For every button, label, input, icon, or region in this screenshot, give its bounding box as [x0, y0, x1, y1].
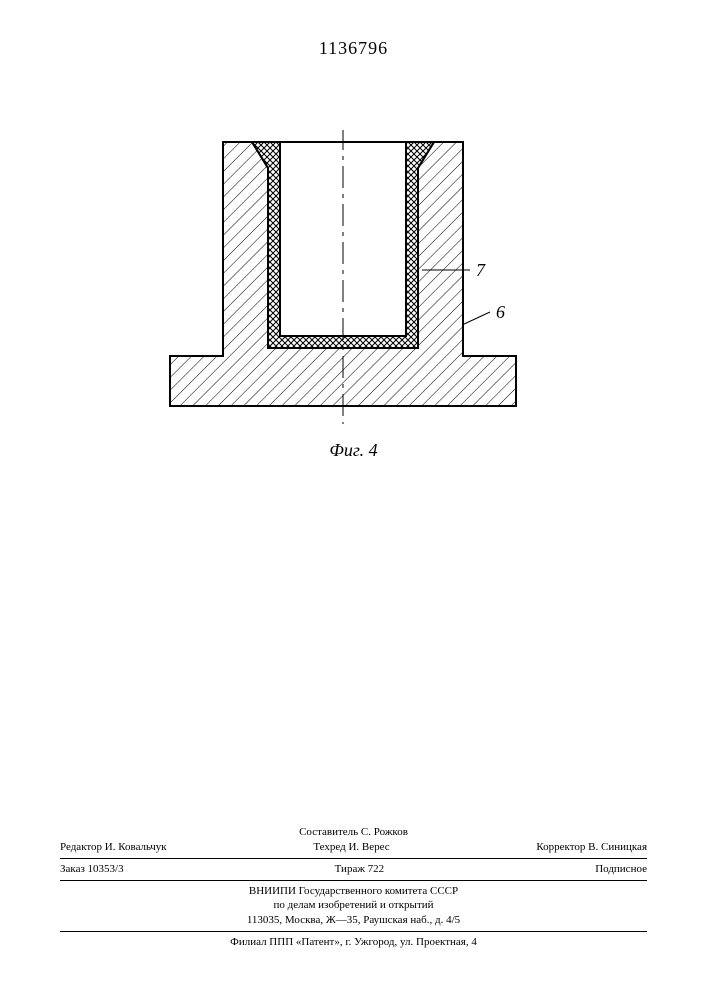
document-number: 1136796 [0, 38, 707, 59]
address: 113035, Москва, Ж—35, Раушская наб., д. … [60, 913, 647, 928]
figure-4: 76 [150, 130, 558, 440]
corrector: Корректор В. Синицкая [536, 840, 647, 855]
label-7: 7 [476, 260, 486, 280]
figure-svg: 76 [150, 130, 558, 440]
figure-caption: Фиг. 4 [0, 440, 707, 461]
tech-editor: Техред И. Верес [313, 840, 389, 855]
order: Заказ 10353/3 [60, 862, 124, 877]
editor: Редактор И. Ковальчук [60, 840, 167, 855]
compiler-line: Составитель С. Рожков [60, 825, 647, 840]
org-line-1: ВНИИПИ Государственного комитета СССР [60, 884, 647, 899]
colophon: Составитель С. Рожков Редактор И. Коваль… [60, 825, 647, 950]
print-run: Тираж 722 [335, 862, 385, 877]
subscription: Подписное [595, 862, 647, 877]
org-line-2: по делам изобретений и открытий [60, 898, 647, 913]
label-6: 6 [496, 302, 505, 322]
leader-6 [462, 312, 490, 325]
branch: Филиал ППП «Патент», г. Ужгород, ул. Про… [60, 935, 647, 950]
